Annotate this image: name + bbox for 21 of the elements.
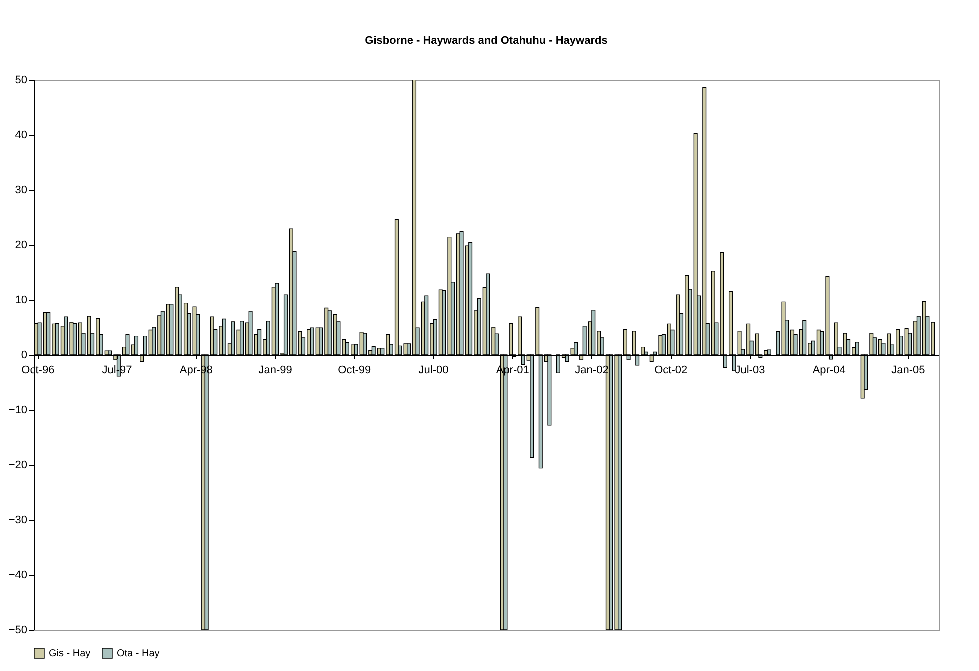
y-tick-label: −40 (8, 570, 28, 582)
x-tick-label: Apr-04 (812, 364, 846, 376)
legend-label: Ota - Hay (117, 648, 160, 660)
y-tick-label: −50 (8, 624, 28, 636)
x-tick-label: Jul-03 (735, 364, 766, 376)
y-tick-label: 0 (21, 350, 28, 362)
x-tick-label: Oct-02 (654, 364, 688, 376)
y-tick-label: 10 (15, 294, 28, 306)
x-tick-label: Jan-05 (892, 364, 926, 376)
x-tick-label: Jan-99 (258, 364, 292, 376)
x-tick-label: Oct-99 (338, 364, 372, 376)
y-tick-label: 50 (15, 74, 28, 86)
x-tick-label: Jul-00 (418, 364, 449, 376)
y-tick-label: −30 (8, 514, 28, 526)
y-tick-label: −10 (8, 404, 28, 416)
chart-title: Gisborne - Haywards and Otahuhu - Haywards (365, 35, 608, 47)
y-tick-label: 20 (15, 240, 28, 252)
y-tick-label: −20 (8, 460, 28, 472)
y-tick-label: 40 (15, 130, 28, 142)
y-tick-label: 30 (15, 184, 28, 196)
legend-label: Gis - Hay (49, 648, 91, 660)
